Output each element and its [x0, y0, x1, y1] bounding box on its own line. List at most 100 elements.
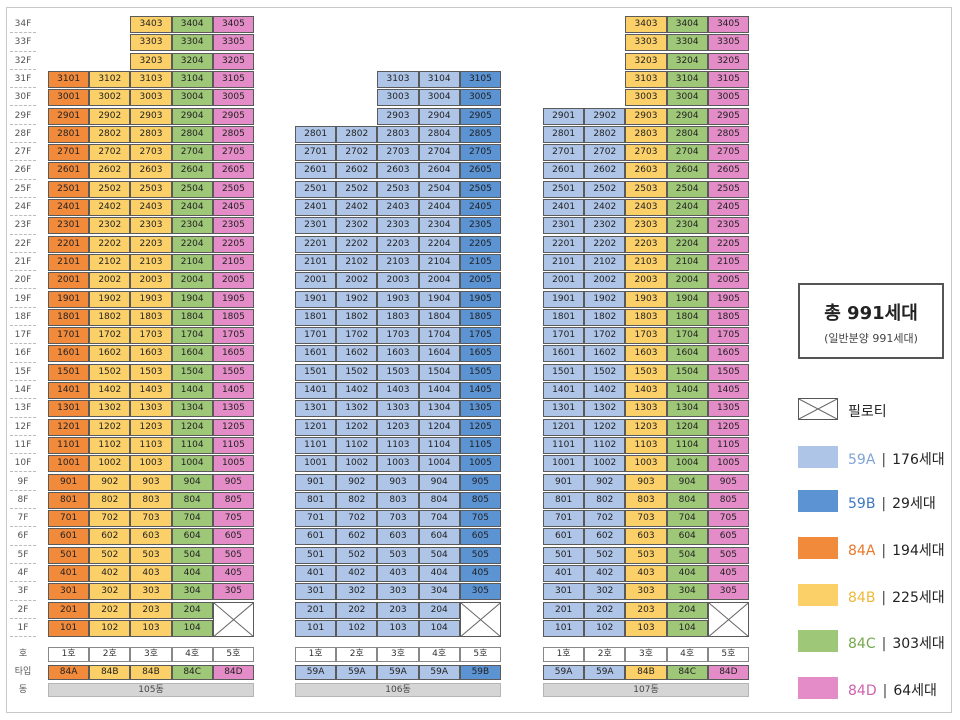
- unit-cell: 2003: [377, 272, 419, 290]
- unit-cell: 1903: [130, 290, 172, 308]
- unit-cell: 402: [336, 565, 378, 582]
- unit-cell: 203: [625, 601, 667, 619]
- unit-cell: 1902: [584, 290, 626, 308]
- unit-cell: 2401: [48, 199, 90, 216]
- unit-cell: 1601: [295, 345, 337, 363]
- floor-label: 27F: [10, 143, 36, 162]
- unit-cell: 2701: [295, 144, 337, 162]
- unit-cell: 1202: [584, 418, 626, 436]
- unit-cell: 1701: [295, 327, 337, 345]
- unit-cell: 1003: [130, 455, 172, 473]
- unit-cell: 3104: [418, 70, 460, 88]
- unit-cell: 601: [543, 528, 585, 546]
- unit-number: 3호: [130, 647, 172, 663]
- unit-cell: 1404: [418, 382, 460, 399]
- unit-cell: 1501: [48, 363, 90, 381]
- unit-cell: 1103: [130, 436, 172, 454]
- unit-cell: 2905: [707, 107, 749, 125]
- unit-cell: 1704: [171, 327, 213, 345]
- unit-cell: 1805: [212, 308, 254, 326]
- unit-cell: 2001: [48, 272, 90, 290]
- unit-cell: 2404: [171, 199, 213, 216]
- unit-cell: 3103: [377, 70, 419, 88]
- unit-cell: 2804: [666, 125, 708, 143]
- unit-cell: 203: [130, 601, 172, 619]
- unit-cell: 1504: [171, 363, 213, 381]
- unit-cell: 2805: [212, 125, 254, 143]
- unit-cell: 701: [48, 510, 90, 528]
- unit-cell: 504: [171, 546, 213, 564]
- unit-cell: 1001: [543, 455, 585, 473]
- unit-cell: 605: [212, 528, 254, 546]
- unit-cell: 2405: [459, 199, 501, 216]
- unit-cell: 2901: [543, 107, 585, 125]
- unit-cell: 3105: [459, 70, 501, 88]
- unit-cell: 403: [625, 565, 667, 582]
- unit-cell: 503: [377, 546, 419, 564]
- unit-cell: 2903: [625, 107, 667, 125]
- unit-cell: 502: [89, 546, 131, 564]
- unit-cell: 3102: [89, 70, 131, 88]
- unit-cell: 2405: [707, 199, 749, 216]
- unit-cell: 2601: [543, 162, 585, 180]
- legend-label: 84B: [848, 590, 876, 606]
- floor-label: 14F: [10, 381, 36, 400]
- unit-cell: 201: [48, 601, 90, 619]
- legend-text: 필로티: [848, 401, 887, 421]
- unit-cell: 3303: [625, 34, 667, 52]
- unit-cell: 1403: [625, 382, 667, 399]
- unit-cell: 2401: [295, 199, 337, 216]
- legend-swatch: [798, 446, 838, 468]
- unit-cell: 1304: [171, 400, 213, 418]
- unit-cell: 1305: [459, 400, 501, 418]
- unit-cell: 1403: [130, 382, 172, 399]
- unit-number: 3호: [377, 647, 419, 663]
- legend-item-pilotis: 필로티: [798, 398, 948, 422]
- unit-cell: 1105: [707, 436, 749, 454]
- unit-cell: 2005: [212, 272, 254, 290]
- floor-label: 17F: [10, 326, 36, 345]
- unit-cell: 2301: [543, 217, 585, 235]
- unit-cell: 702: [584, 510, 626, 528]
- unit-cell: 2503: [625, 180, 667, 198]
- unit-cell: 705: [212, 510, 254, 528]
- legend-count: 303세대: [892, 636, 945, 652]
- unit-cell: 2505: [459, 180, 501, 198]
- legend-item-84c: 84C | 303세대: [798, 630, 948, 654]
- unit-cell: 1603: [377, 345, 419, 363]
- unit-cell: 502: [584, 546, 626, 564]
- unit-cell: 602: [336, 528, 378, 546]
- unit-number: 4호: [666, 647, 708, 663]
- unit-cell: 1503: [130, 363, 172, 381]
- floor-label: 4F: [10, 564, 36, 583]
- unit-cell: 1504: [418, 363, 460, 381]
- unit-cell: 3005: [459, 89, 501, 107]
- unit-cell: 204: [418, 601, 460, 619]
- unit-cell: 2304: [418, 217, 460, 235]
- unit-cell: 3005: [212, 89, 254, 107]
- unit-number: 1호: [543, 647, 585, 663]
- unit-cell: 2204: [418, 235, 460, 253]
- unit-cell: 1804: [418, 308, 460, 326]
- unit-cell: 1001: [48, 455, 90, 473]
- unit-cell: 2501: [48, 180, 90, 198]
- unit-cell: 1605: [459, 345, 501, 363]
- floor-label: 20F: [10, 271, 36, 290]
- floor-label: 26F: [10, 161, 36, 180]
- unit-number: 1호: [48, 647, 90, 663]
- unit-cell: 1302: [584, 400, 626, 418]
- unit-cell: 2601: [48, 162, 90, 180]
- unit-cell: 1403: [377, 382, 419, 399]
- unit-cell: 203: [377, 601, 419, 619]
- unit-cell: 2802: [89, 125, 131, 143]
- unit-cell: 3405: [212, 16, 254, 33]
- unit-cell: 1901: [48, 290, 90, 308]
- unit-cell: 1804: [171, 308, 213, 326]
- unit-cell: 602: [584, 528, 626, 546]
- unit-cell: 601: [295, 528, 337, 546]
- unit-cell: 302: [584, 583, 626, 601]
- unit-cell: 1201: [48, 418, 90, 436]
- floor-label: 18F: [10, 308, 36, 327]
- unit-cell: 703: [625, 510, 667, 528]
- unit-cell: 1304: [418, 400, 460, 418]
